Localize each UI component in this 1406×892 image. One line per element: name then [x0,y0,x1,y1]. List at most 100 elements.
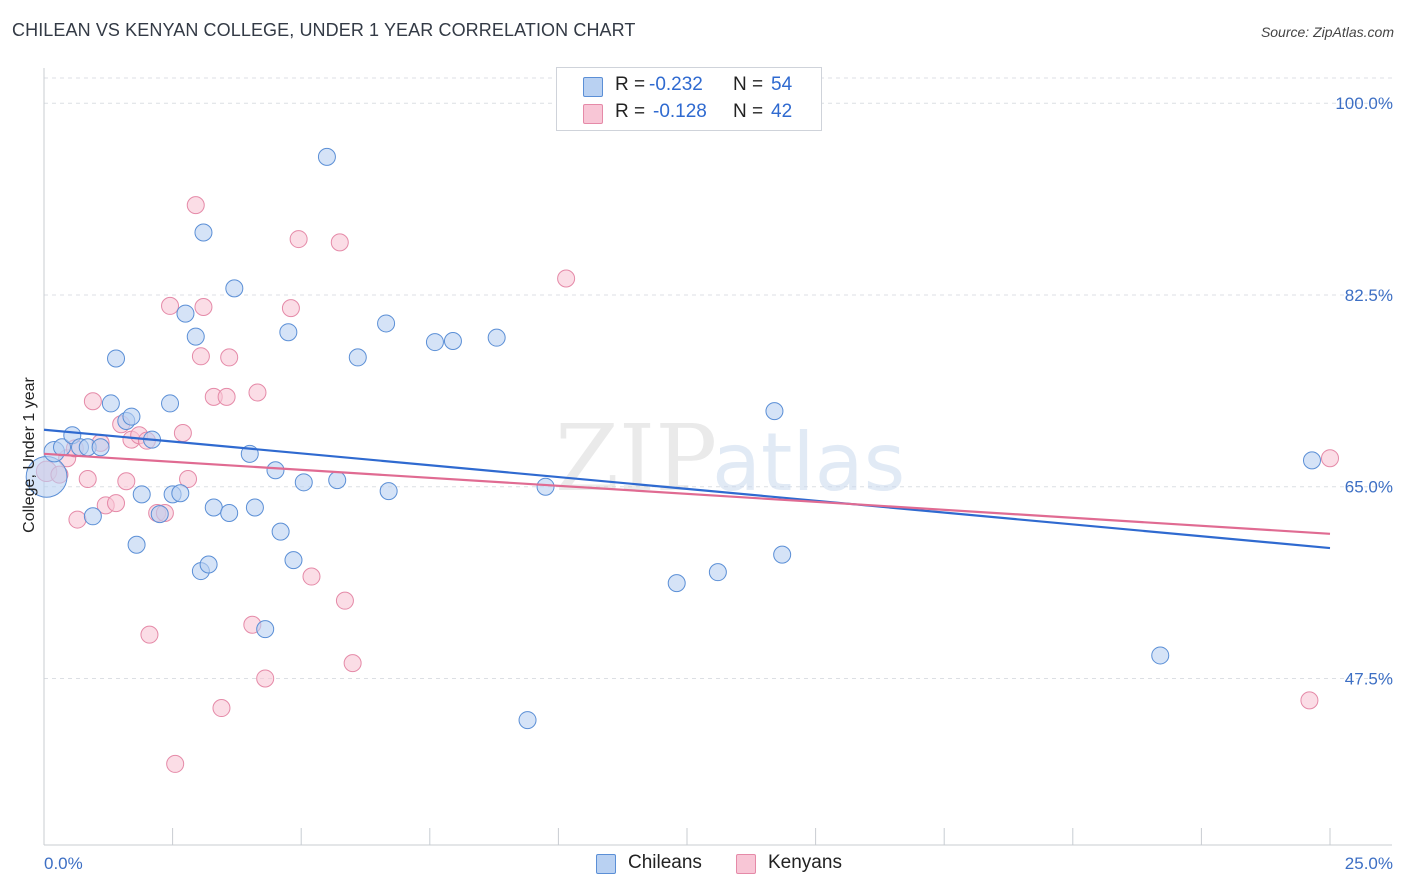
kenyan-point [78,470,97,489]
kenyan-point [173,424,192,443]
kenyan-point [166,754,185,773]
chilean-point [536,477,555,496]
kenyan-point [107,494,126,513]
kenyan-point [302,567,321,586]
kenyan-point [83,392,102,411]
watermark-atlas: atlas [712,416,905,509]
kenyan-point [140,625,159,644]
kenyan-point [179,470,198,489]
chilean-point [91,438,110,457]
chilean-point [667,574,686,593]
chilean-point [773,545,792,564]
tick-labels: 47.5% 65.0% 82.5% 100.0% 0.0% 25.0% [44,94,1393,873]
chilean-point [266,461,285,480]
chilean-point [122,407,141,426]
chilean-point [317,147,336,166]
kenyan-point [191,347,210,366]
chilean-point [348,348,367,367]
chilean-point [101,394,120,413]
chilean-point [284,551,303,570]
chileans-points [25,147,1321,730]
kenyan-point [186,196,205,215]
chilean-point [708,563,727,582]
kenyans-n-value: 42 [771,101,793,122]
chilean-point [294,473,313,492]
chilean-point [199,555,218,574]
kenyan-point [117,472,136,491]
chilean-point [194,223,213,242]
legend-row-chileans: R = -0.232 N = 54 [557,74,821,100]
chilean-point [204,498,223,517]
kenyan-point [194,298,213,317]
chilean-point [328,471,347,490]
chilean-point [377,314,396,333]
x-tick-label: 25.0% [1345,854,1393,873]
y-tick-label: 82.5% [1345,286,1393,305]
chilean-point [171,484,190,503]
chilean-point [425,333,444,352]
kenyans-trendline [43,452,1331,535]
chilean-point [220,503,239,522]
kenyan-point [161,296,180,315]
kenyan-point [248,383,267,402]
legend-r-label: R = [615,74,646,95]
chilean-point [1302,451,1321,470]
kenyan-point [330,233,349,252]
kenyan-point [217,387,236,406]
kenyan-point [281,299,300,318]
chileans-legend-label: Chileans [628,852,702,873]
y-tick-label: 100.0% [1335,94,1393,113]
kenyan-point [1321,449,1339,468]
chilean-point [279,323,298,342]
chilean-point [518,711,537,730]
chilean-point [256,620,275,639]
kenyan-point [256,669,275,688]
watermark-zip: ZIP [555,405,717,512]
kenyan-point [557,269,576,288]
grid-lines [44,77,1392,679]
y-tick-label: 47.5% [1345,669,1393,688]
chilean-point [1151,646,1170,665]
chilean-point [271,522,290,541]
kenyan-point [335,591,354,610]
legend-row-kenyans: R = -0.128 N = 42 [557,101,821,127]
chilean-point [132,485,151,504]
chilean-point [127,535,146,554]
kenyan-point [1300,691,1319,710]
y-tick-label: 65.0% [1345,478,1393,497]
chilean-point [765,402,784,421]
trend-lines [43,428,1331,550]
kenyans-legend-label: Kenyans [768,852,842,873]
stats-legend: R = -0.232 N = 54 R = -0.128 N = 42 [556,67,822,131]
chilean-point [245,498,264,517]
chilean-point [83,507,102,526]
chilean-point [150,505,169,524]
chilean-point [186,327,205,346]
chilean-point [176,304,195,323]
chileans-swatch [583,77,603,97]
chilean-point [443,331,462,350]
chileans-trendline [43,428,1331,550]
y-axis-title: College, Under 1 year [21,377,38,533]
chart-title: CHILEAN VS KENYAN COLLEGE, UNDER 1 YEAR … [12,20,636,40]
chilean-point [107,349,126,368]
legend-n-label: N = [733,101,764,122]
chilean-point [487,328,506,347]
kenyan-point [220,348,239,367]
kenyan-point [68,510,87,529]
kenyans-swatch [583,104,603,124]
chilean-point [379,482,398,501]
chileans-n-value: 54 [771,74,793,95]
kenyan-point [343,654,362,673]
source-credit: Source: ZipAtlas.com [1260,24,1394,40]
kenyans-r-value: -0.128 [653,101,707,122]
kenyan-point [212,699,231,718]
kenyans-legend-swatch [736,854,756,874]
chilean-point [225,279,244,298]
legend-n-label: N = [733,74,764,95]
kenyan-point [289,230,308,249]
x-tick-label: 0.0% [44,854,83,873]
chilean-point [161,394,180,413]
legend-r-label: R = [615,101,646,122]
